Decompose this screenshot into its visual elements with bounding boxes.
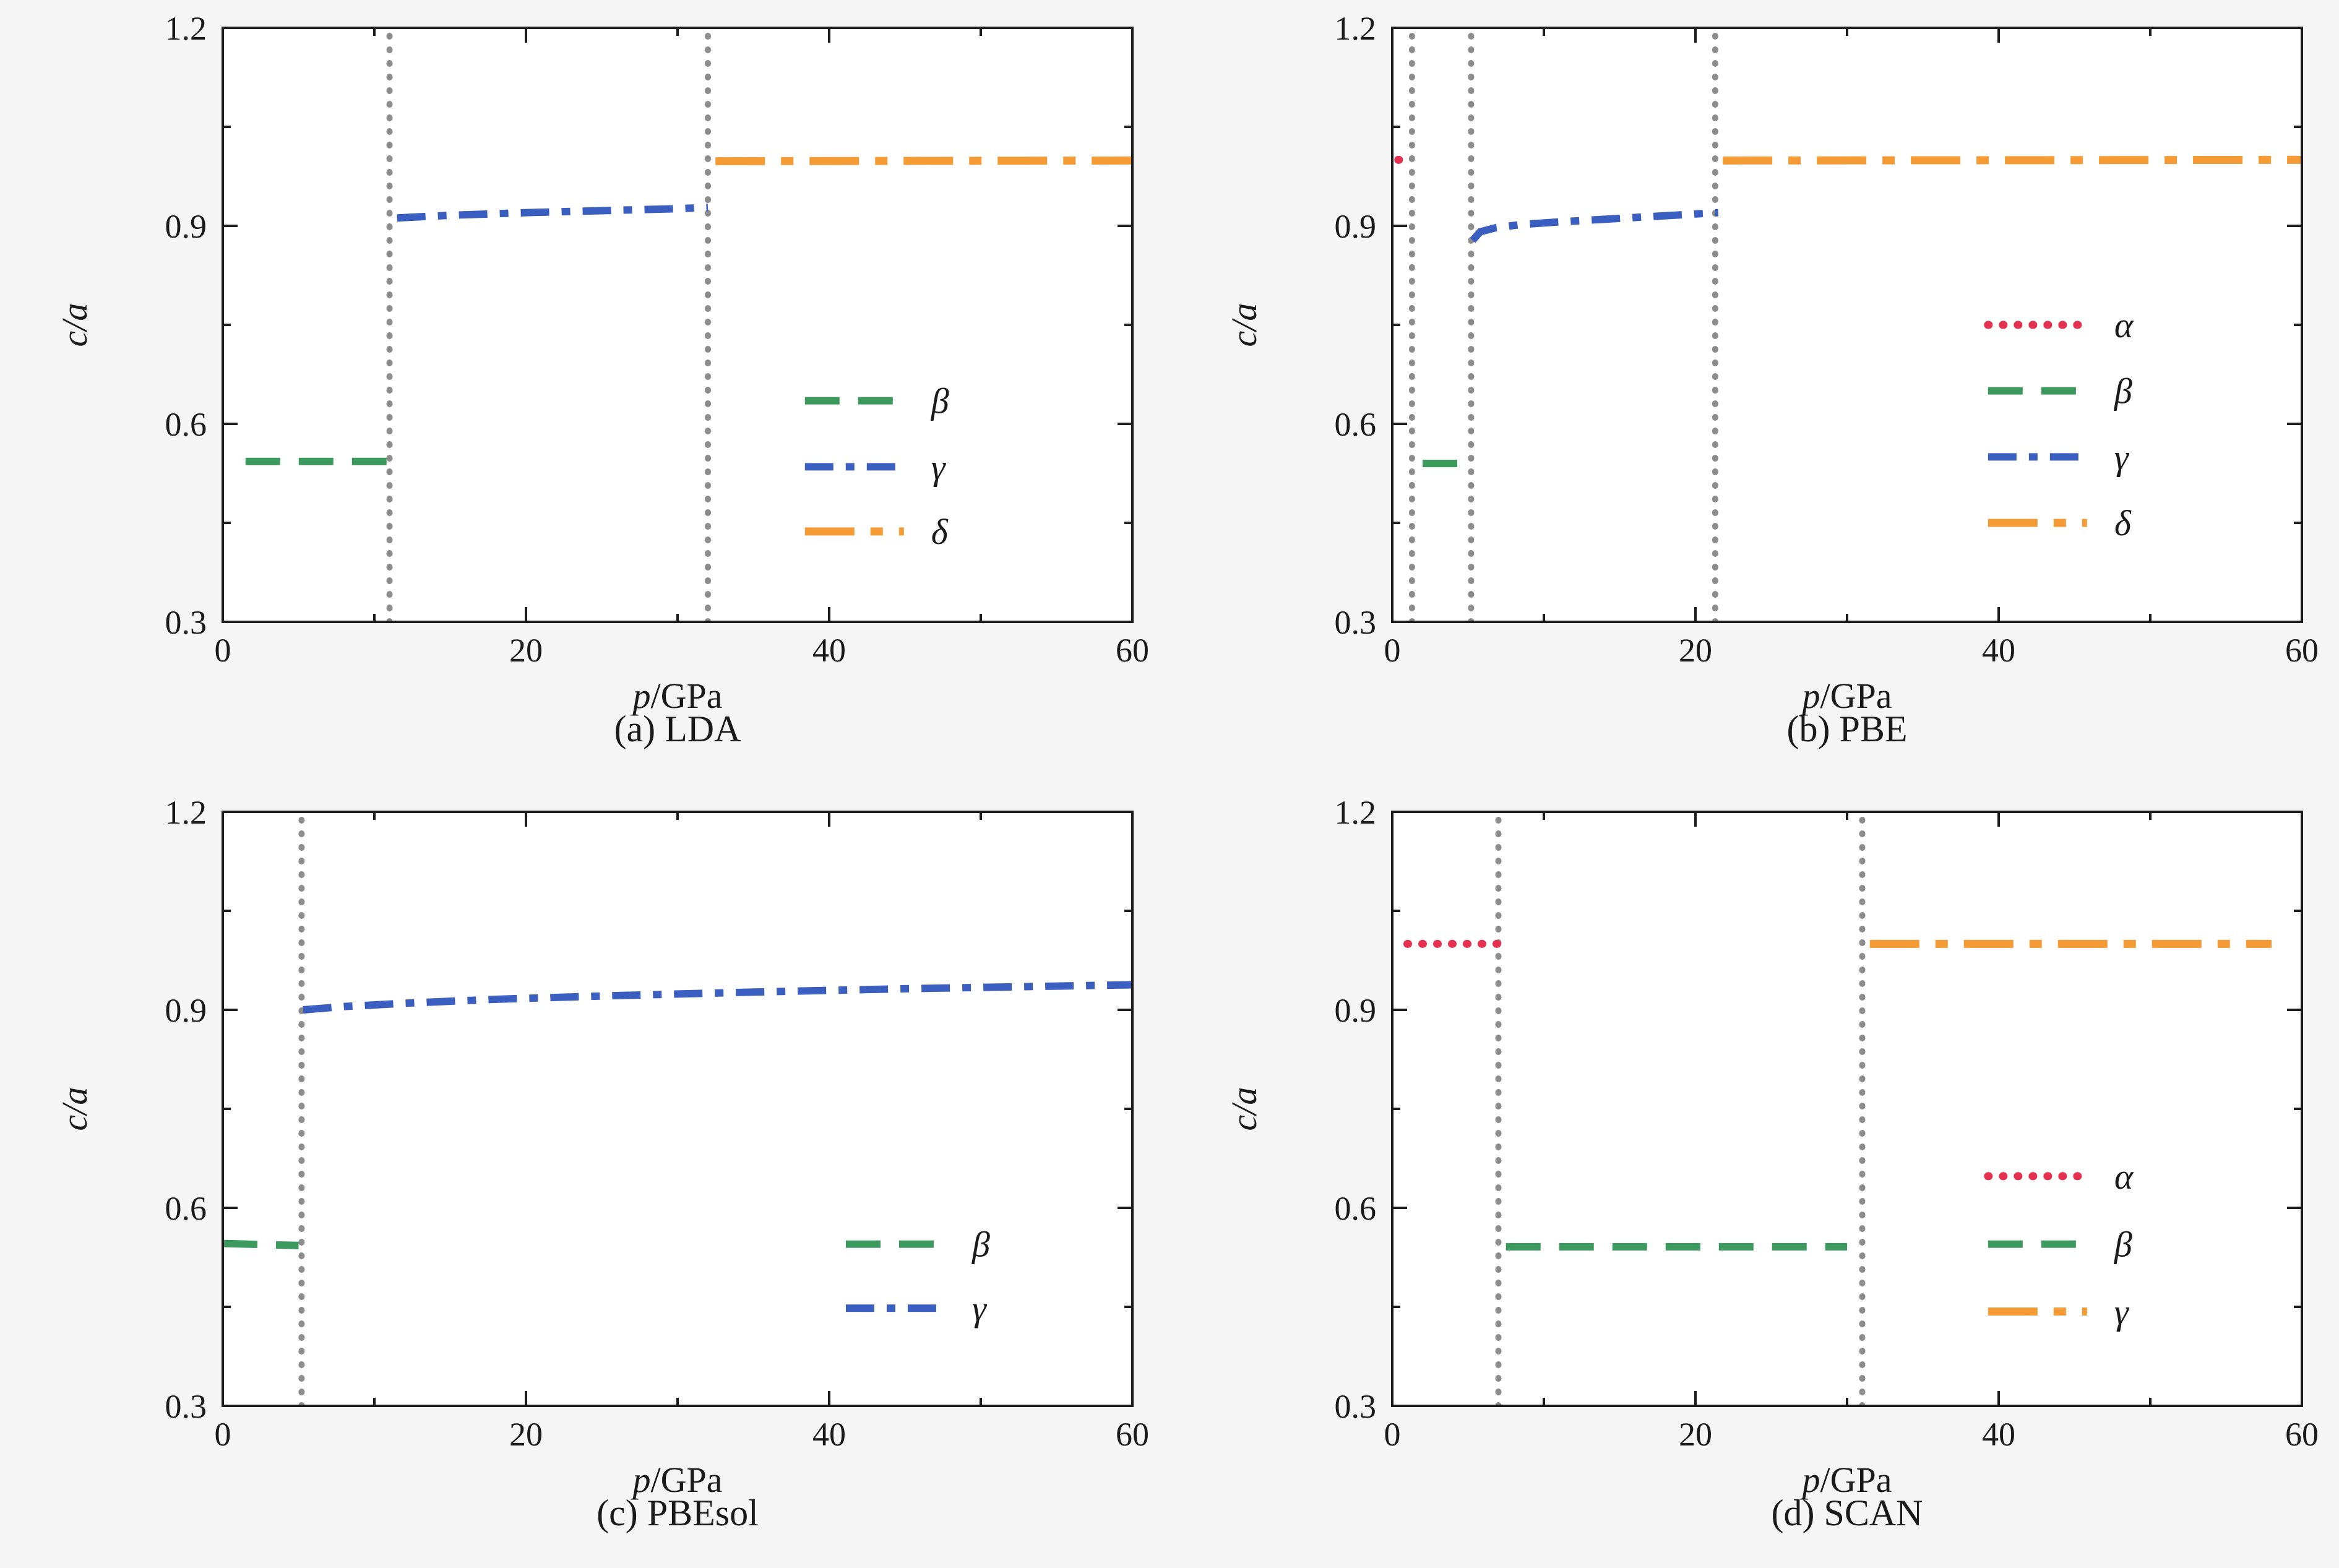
series-line-gamma <box>303 981 1133 1014</box>
chart-panel-pbe: 0 20 40 60 0.3 0.6 0.9 1.2 p/GPa c/a α β γ δ (b) PBE <box>1170 0 2339 784</box>
x-tick-label: 0 <box>215 632 231 669</box>
y-tick-label: 0.6 <box>165 1190 207 1227</box>
series-line-beta <box>222 1239 299 1249</box>
legend-label-gamma: γ <box>931 447 947 487</box>
y-tick-label: 0.3 <box>1335 1388 1377 1425</box>
x-tick-label: 40 <box>812 632 846 669</box>
y-tick-label: 0.6 <box>165 406 207 443</box>
x-tick-label: 20 <box>509 1416 543 1453</box>
x-tick-label: 60 <box>2285 632 2319 669</box>
legend-label-beta: β <box>971 1225 990 1265</box>
y-axis-label: c/a <box>1224 1087 1264 1131</box>
legend-label-gamma: γ <box>2114 1291 2130 1332</box>
legend-label-gamma: γ <box>2114 437 2130 477</box>
y-tick-label: 0.3 <box>165 604 207 641</box>
y-tick-label: 0.9 <box>1335 208 1377 245</box>
x-tick-label: 0 <box>215 1416 231 1453</box>
chart-caption-pbe: (b) PBE <box>1786 709 1908 749</box>
y-tick-label: 0.6 <box>1335 406 1377 443</box>
series-line-delta <box>715 156 1134 165</box>
y-tick-label: 0.6 <box>1335 1190 1377 1227</box>
x-tick-label: 40 <box>1982 1416 2015 1453</box>
legend-label-gamma: γ <box>972 1288 988 1329</box>
legend-label-alpha: α <box>2114 305 2134 345</box>
y-tick-label: 0.9 <box>165 208 207 245</box>
plot-area <box>1392 28 2302 622</box>
plot-content <box>222 811 1133 1407</box>
x-tick-label: 60 <box>1116 632 1149 669</box>
chart-caption-scan: (d) SCAN <box>1771 1493 1923 1533</box>
y-axis-label: c/a <box>1224 303 1264 347</box>
x-tick-label: 60 <box>1116 1416 1149 1453</box>
x-axis-label: p/GPa <box>1800 676 1892 716</box>
y-tick-label: 1.2 <box>165 10 207 47</box>
x-tick-label: 20 <box>509 632 543 669</box>
plot-content <box>1403 811 2272 1407</box>
x-axis-label: p/GPa <box>1800 1460 1892 1500</box>
x-tick-label: 0 <box>1384 632 1401 669</box>
y-tick-label: 0.9 <box>165 992 207 1029</box>
legend-label-beta: β <box>931 381 949 421</box>
chart-panel-pbesol: 0 20 40 60 0.3 0.6 0.9 1.2 p/GPa c/a β γ (c) PBEsol <box>0 784 1170 1568</box>
chart-caption-pbesol: (c) PBEsol <box>597 1493 759 1533</box>
legend-label-beta: β <box>2114 1225 2132 1265</box>
chart-lda: 0 20 40 60 0.3 0.6 0.9 1.2 p/GPa c/a βγδ <box>54 10 1149 716</box>
y-tick-label: 1.2 <box>165 794 207 831</box>
y-tick-label: 1.2 <box>1335 10 1377 47</box>
plot-content <box>245 27 1134 623</box>
y-tick-label: 0.3 <box>165 1388 207 1425</box>
plot-area <box>223 28 1132 622</box>
chart-scan: 0 20 40 60 0.3 0.6 0.9 1.2 p/GPa c/a αβγ <box>1224 794 2319 1500</box>
y-tick-label: 1.2 <box>1335 794 1377 831</box>
chart-pbesol: 0 20 40 60 0.3 0.6 0.9 1.2 p/GPa c/a βγ <box>54 794 1149 1500</box>
legend-label-beta: β <box>2114 371 2132 411</box>
x-tick-label: 0 <box>1384 1416 1401 1453</box>
y-tick-label: 0.9 <box>1335 992 1377 1029</box>
chart-panel-lda: 0 20 40 60 0.3 0.6 0.9 1.2 p/GPa c/a β γ δ (a) LDA <box>0 0 1170 784</box>
x-tick-label: 20 <box>1679 632 1712 669</box>
series-line-gamma <box>397 204 709 222</box>
series-line-gamma <box>1470 209 1719 243</box>
x-tick-label: 40 <box>812 1416 846 1453</box>
legend-label-delta: δ <box>931 512 949 552</box>
y-tick-label: 0.3 <box>1335 604 1377 641</box>
x-tick-label: 60 <box>2285 1416 2319 1453</box>
plot-area <box>223 812 1132 1406</box>
plot-area <box>1392 812 2302 1406</box>
y-axis-label: c/a <box>54 1087 95 1131</box>
chart-panel-scan: 0 20 40 60 0.3 0.6 0.9 1.2 p/GPa c/a α β γ (d) SCAN <box>1170 784 2339 1568</box>
x-tick-label: 20 <box>1679 1416 1712 1453</box>
chart-caption-lda: (a) LDA <box>614 709 741 749</box>
legend-label-delta: δ <box>2114 503 2132 543</box>
x-tick-label: 40 <box>1982 632 2015 669</box>
x-axis-label: p/GPa <box>631 1460 723 1500</box>
x-axis-label: p/GPa <box>631 676 723 716</box>
legend-label-alpha: α <box>2114 1157 2134 1197</box>
y-axis-label: c/a <box>54 303 95 347</box>
